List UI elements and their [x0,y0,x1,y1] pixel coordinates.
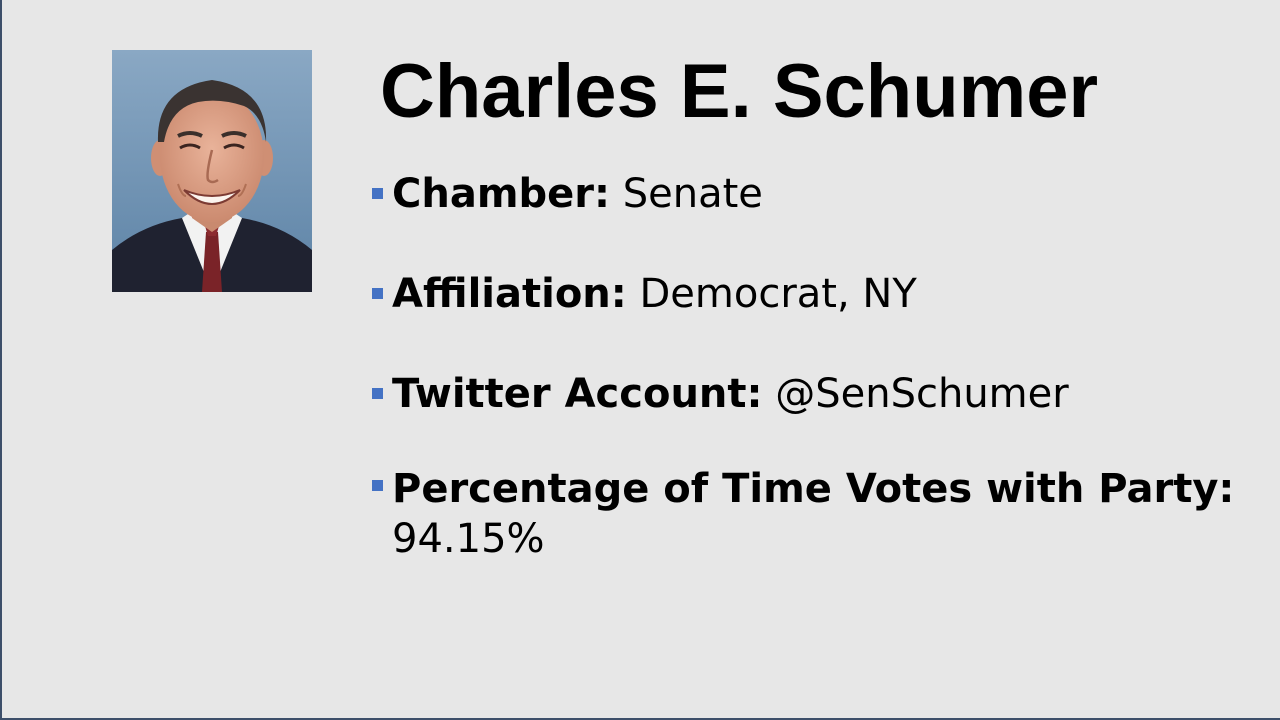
fact-value: 94.15% [392,516,545,562]
fact-label: Affiliation: [392,271,627,317]
fact-label: Twitter Account: [392,371,763,417]
fact-list: Chamber: Senate Affiliation: Democrat, N… [370,164,1250,604]
portrait-image [112,50,312,292]
fact-label: Chamber: [392,171,610,217]
fact-twitter-account: Twitter Account: @SenSchumer [370,364,1250,424]
square-bullet-icon [372,288,383,299]
square-bullet-icon [372,188,383,199]
page-title: Charles E. Schumer [380,49,1099,134]
portrait-photo [112,50,312,292]
fact-value: @SenSchumer [775,371,1069,417]
fact-chamber: Chamber: Senate [370,164,1250,224]
square-bullet-icon [372,480,383,491]
square-bullet-icon [372,388,383,399]
fact-value: Democrat, NY [639,271,917,317]
fact-party-vote-percentage: Percentage of Time Votes with Party: 94.… [370,464,1250,564]
fact-value: Senate [622,171,763,217]
fact-affiliation: Affiliation: Democrat, NY [370,264,1250,324]
fact-label: Percentage of Time Votes with Party: [392,466,1235,512]
